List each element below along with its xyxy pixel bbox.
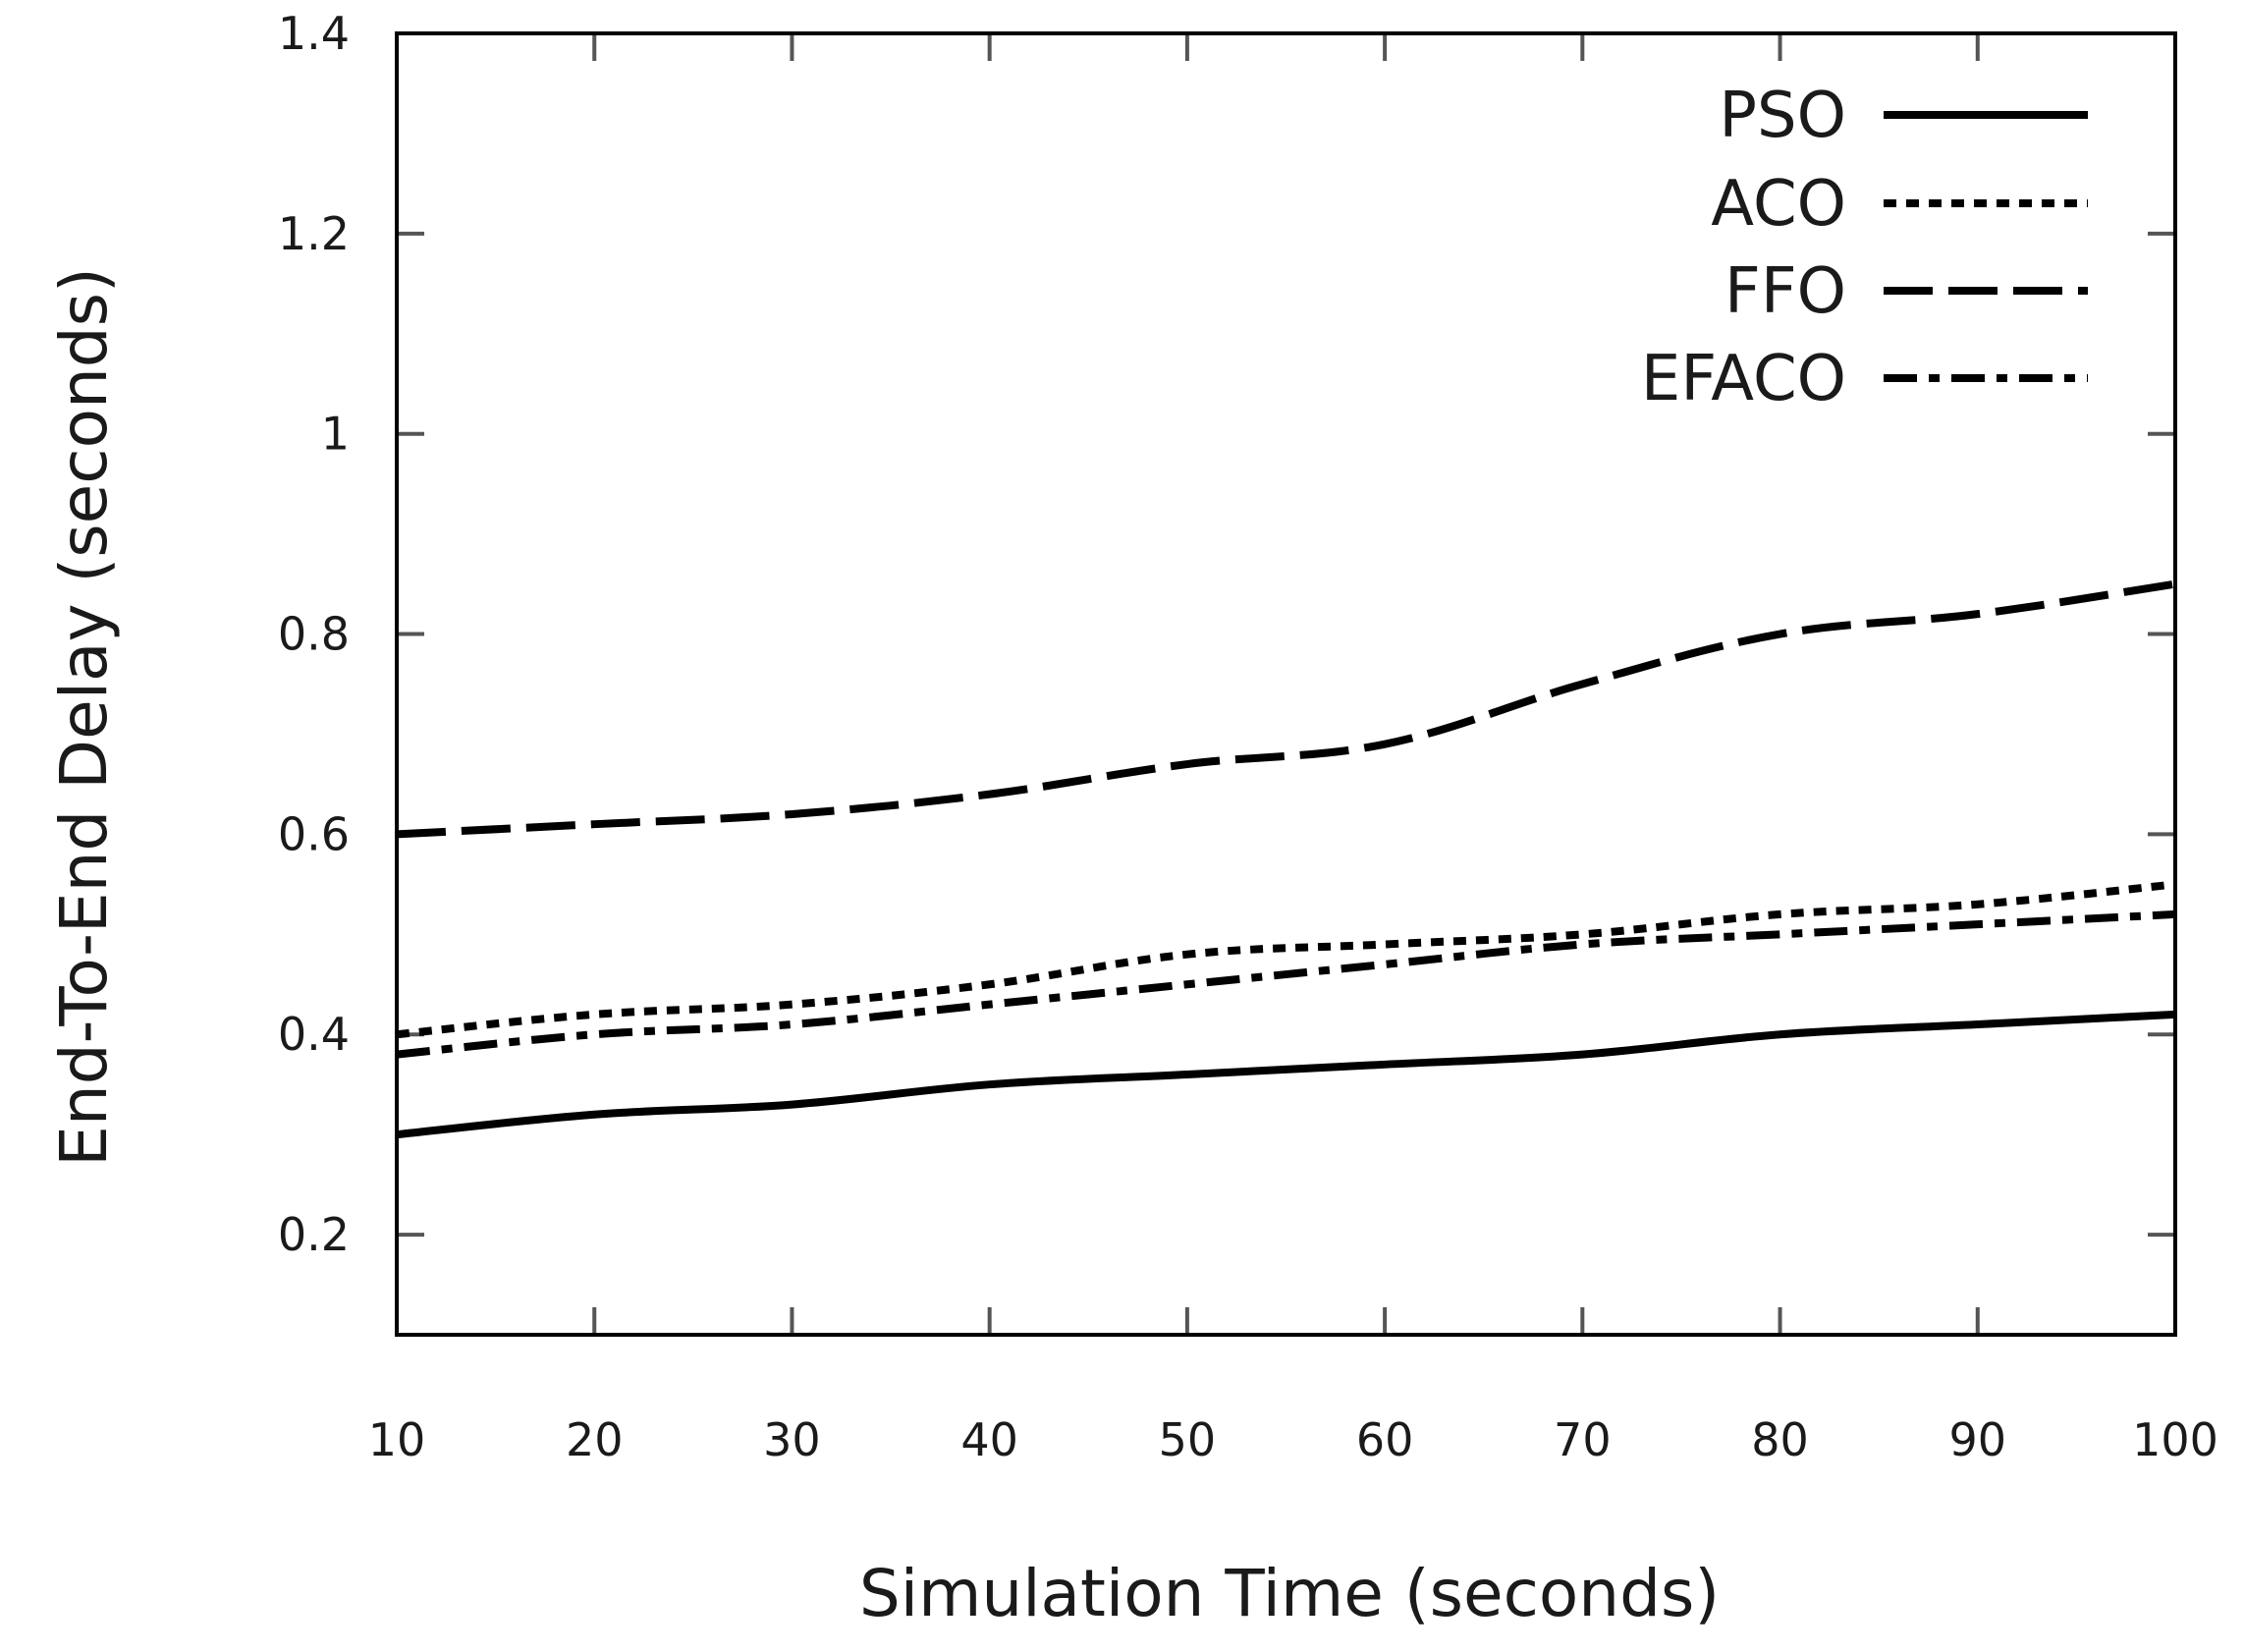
x-tick-label: 40 [960, 1413, 1018, 1466]
series-line-pso [396, 1010, 2176, 1139]
x-tick-label: 90 [1949, 1413, 2007, 1466]
x-tick-label: 70 [1554, 1413, 1612, 1466]
x-tick-label: 100 [2132, 1413, 2218, 1466]
legend-label-ffo: FFO [1724, 255, 1846, 328]
legend-label-efaco: EFACO [1641, 343, 1846, 415]
x-tick-label: 30 [763, 1413, 821, 1466]
x-tick-label: 20 [566, 1413, 624, 1466]
legend: PSO ACO FFO EFACO [1641, 80, 2088, 415]
series-layer [396, 579, 2176, 1139]
series-line-ffo [396, 579, 2176, 839]
ticks-layer [395, 31, 2177, 1335]
series-line-aco [396, 880, 2176, 1039]
y-tick-label: 0.8 [278, 608, 350, 661]
legend-label-aco: ACO [1711, 168, 1846, 241]
y-tick-label: 1.2 [278, 207, 350, 260]
x-tick-label: 80 [1751, 1413, 1809, 1466]
y-tick-label: 0.2 [278, 1208, 350, 1261]
y-axis-title: End-To-End Delay (seconds) [46, 267, 122, 1167]
tick-labels-layer: 0.2 0.4 0.6 0.8 1 1.2 1.4 10 20 30 40 50 60 70 80 90 100 [278, 7, 2218, 1466]
x-tick-label: 10 [368, 1413, 426, 1466]
y-tick-label: 0.6 [278, 807, 350, 860]
legend-label-pso: PSO [1719, 80, 1846, 152]
y-tick-label: 0.4 [278, 1008, 350, 1061]
x-tick-label: 50 [1159, 1413, 1217, 1466]
y-tick-label: 1 [321, 408, 350, 461]
series-line-efaco [396, 909, 2176, 1059]
plot-area-frame [395, 31, 2177, 1337]
x-tick-label: 60 [1356, 1413, 1414, 1466]
x-axis-title: Simulation Time (seconds) [859, 1556, 1720, 1631]
y-tick-label: 1.4 [278, 7, 350, 60]
